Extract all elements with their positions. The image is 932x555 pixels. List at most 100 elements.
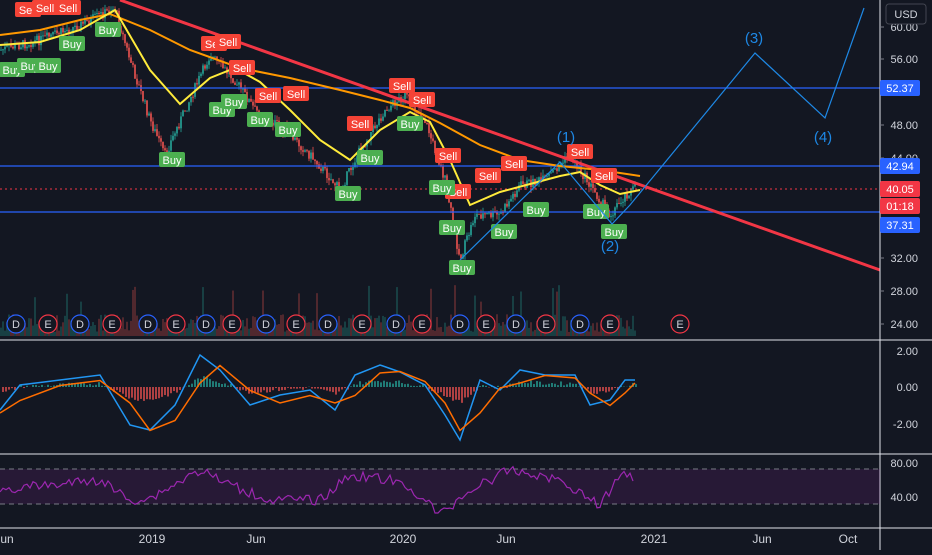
buy-signal-label: Buy xyxy=(527,205,546,217)
rsi-tick-label: 40.00 xyxy=(890,492,918,504)
earnings-event-label: E xyxy=(108,319,115,331)
price-badge-label: 37.31 xyxy=(886,220,914,232)
macd-histogram-bar xyxy=(446,387,448,397)
volume-bar xyxy=(242,320,244,336)
candle-body xyxy=(496,212,498,214)
candle-body xyxy=(334,183,336,185)
volume-bar xyxy=(596,323,598,336)
candle-body xyxy=(190,97,192,103)
volume-bar xyxy=(162,319,164,336)
volume-bar xyxy=(244,326,246,336)
volume-bar xyxy=(590,326,592,336)
volume-bar xyxy=(404,330,406,336)
candle-body xyxy=(130,57,132,62)
candle-body xyxy=(208,61,210,65)
candle-body xyxy=(152,121,154,130)
macd-histogram-bar xyxy=(608,387,610,392)
dividend-event-label: D xyxy=(324,319,332,331)
candle-body xyxy=(562,163,564,164)
dividend-event-label: D xyxy=(392,319,400,331)
candle-body xyxy=(442,166,444,177)
macd-histogram-bar xyxy=(593,387,595,394)
volume-bar xyxy=(54,332,56,336)
volume-bar xyxy=(90,326,92,336)
volume-bar xyxy=(634,331,636,337)
candle-body xyxy=(632,186,634,189)
macd-histogram-bar xyxy=(278,387,280,391)
candle-body xyxy=(302,150,304,152)
currency-label: USD xyxy=(894,9,917,21)
candle-body xyxy=(122,33,124,35)
earnings-event-label: E xyxy=(292,319,299,331)
earnings-event-label: E xyxy=(542,319,549,331)
earnings-event-label: E xyxy=(482,319,489,331)
macd-histogram-bar xyxy=(602,387,604,391)
macd-tick-label: 2.00 xyxy=(897,346,918,358)
volume-bar xyxy=(562,316,564,336)
candle-body xyxy=(596,192,598,199)
volume-bar xyxy=(628,326,630,336)
volume-bar xyxy=(284,332,286,336)
volume-bar xyxy=(306,323,308,336)
macd-histogram-bar xyxy=(419,385,421,387)
macd-histogram-bar xyxy=(5,387,7,392)
candle-body xyxy=(624,193,626,202)
macd-histogram-bar xyxy=(569,383,571,387)
candle-body xyxy=(550,172,552,173)
macd-histogram-bar xyxy=(89,384,91,387)
buy-signal-label: Buy xyxy=(361,153,380,165)
candle-body xyxy=(444,175,446,177)
volume-bar xyxy=(346,328,348,336)
candle-body xyxy=(214,57,216,58)
volume-bar xyxy=(630,329,632,336)
macd-histogram-bar xyxy=(554,384,556,387)
candle-body xyxy=(142,91,144,101)
macd-histogram-bar xyxy=(263,387,265,390)
macd-histogram-bar xyxy=(383,381,385,387)
macd-histogram-bar xyxy=(164,387,166,395)
volume-bar xyxy=(216,329,218,336)
macd-histogram-bar xyxy=(473,387,475,391)
macd-histogram-bar xyxy=(410,386,412,387)
candle-body xyxy=(42,35,44,36)
buy-signal-label: Buy xyxy=(401,119,420,131)
macd-histogram-bar xyxy=(482,385,484,387)
volume-bar xyxy=(558,285,560,336)
volume-bar xyxy=(276,325,278,336)
candle-body xyxy=(234,83,236,85)
candle-body xyxy=(30,45,32,47)
volume-bar xyxy=(598,332,600,336)
macd-histogram-bar xyxy=(218,383,220,387)
volume-bar xyxy=(530,322,532,336)
price-badge-label: 01:18 xyxy=(886,201,914,213)
candle-body xyxy=(382,117,384,121)
volume-bar xyxy=(402,331,404,336)
rsi-tick-label: 80.00 xyxy=(890,458,918,470)
macd-histogram-bar xyxy=(209,379,211,387)
candle-body xyxy=(376,125,378,128)
volume-bar xyxy=(186,328,188,336)
volume-bar xyxy=(318,330,320,336)
volume-bar xyxy=(432,330,434,336)
candle-body xyxy=(96,13,98,14)
volume-bar xyxy=(470,331,472,336)
candle-body xyxy=(486,213,488,214)
macd-histogram-bar xyxy=(38,386,40,387)
volume-bar xyxy=(126,322,128,336)
macd-histogram-bar xyxy=(152,387,154,400)
wave-label-4: (4) xyxy=(814,129,832,146)
volume-bar xyxy=(430,289,432,336)
candle-body xyxy=(426,123,428,124)
macd-histogram-bar xyxy=(416,386,418,387)
candle-body xyxy=(310,152,312,158)
candle-body xyxy=(488,213,490,214)
sell-signal-label: Sell xyxy=(595,171,613,183)
macd-histogram-bar xyxy=(128,387,130,399)
candle-body xyxy=(206,65,208,69)
candle-body xyxy=(482,213,484,218)
volume-bar xyxy=(436,317,438,336)
candle-body xyxy=(242,89,244,90)
macd-histogram-bar xyxy=(287,387,289,388)
macd-histogram-bar xyxy=(572,384,574,387)
